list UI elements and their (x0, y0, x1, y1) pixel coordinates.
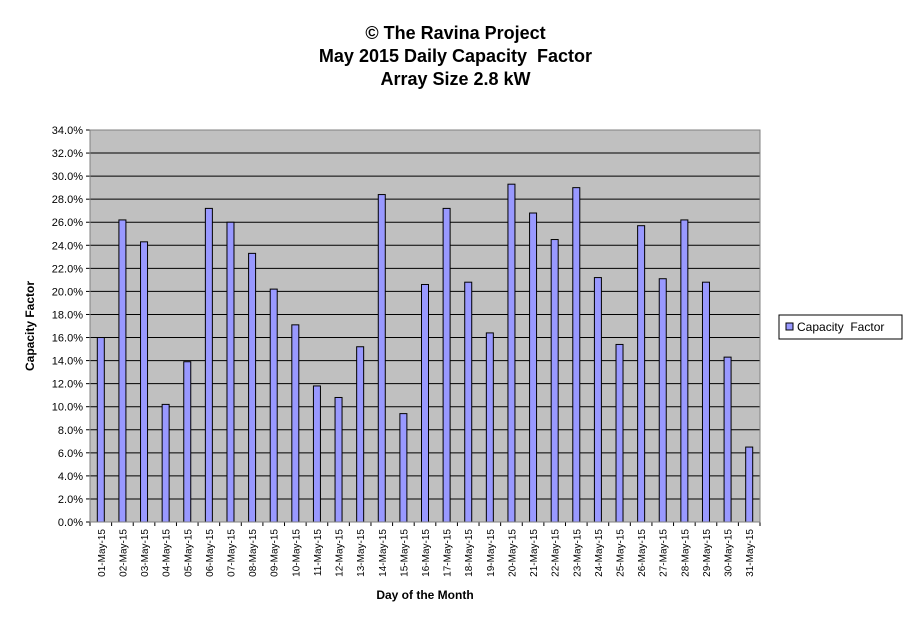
x-tick-label: 24-May-15 (594, 529, 605, 577)
bar (615, 343, 624, 523)
bar (658, 278, 667, 523)
chart-title-line-3: Array Size 2.8 kW (380, 69, 531, 89)
bar (550, 239, 559, 523)
bar (226, 221, 235, 523)
x-tick-label: 06-May-15 (205, 529, 216, 577)
bar (572, 187, 581, 523)
legend-box (778, 314, 903, 340)
x-tick-label: 12-May-15 (335, 529, 346, 577)
y-tick-label: 10.0% (52, 402, 83, 414)
x-tick-label: 01-May-15 (97, 529, 108, 577)
y-tick-label: 32.0% (52, 148, 83, 160)
x-tick-label: 25-May-15 (616, 529, 627, 577)
x-tick-label: 05-May-15 (183, 529, 194, 577)
x-tick-label: 15-May-15 (399, 529, 410, 577)
x-axis-ticks: 01-May-15 02-May-15 03-May-15 04-May-15 05-M… (89, 521, 761, 577)
bar (529, 212, 538, 523)
y-axis-title: Capacity Factor (23, 281, 37, 371)
bar (96, 337, 105, 523)
x-tick-label: 11-May-15 (313, 529, 324, 576)
bar (334, 396, 343, 523)
x-tick-label: 14-May-15 (378, 529, 389, 577)
x-tick-label: 09-May-15 (270, 529, 281, 577)
bar (399, 413, 408, 523)
bar (118, 219, 127, 523)
legend: Capacity Factor (778, 314, 903, 340)
bar (377, 194, 386, 523)
legend-label: Capacity Factor (797, 320, 884, 334)
x-tick-label: 07-May-15 (226, 529, 237, 577)
chart-title: © The Ravina Project May 2015 Daily Capa… (0, 22, 911, 91)
x-tick-label: 02-May-15 (118, 529, 129, 577)
y-tick-label: 14.0% (52, 356, 83, 368)
y-tick-label: 34.0% (52, 125, 83, 137)
y-tick-label: 12.0% (52, 379, 83, 391)
y-tick-label: 2.0% (58, 494, 83, 506)
bar (269, 288, 278, 523)
y-tick-label: 0.0% (58, 517, 83, 529)
chart-title-line-1: © The Ravina Project (365, 23, 546, 43)
bar (204, 207, 213, 523)
x-tick-label: 27-May-15 (659, 529, 670, 577)
x-tick-label: 18-May-15 (464, 529, 475, 577)
x-axis-title: Day of the Month (376, 588, 473, 602)
x-tick-label: 29-May-15 (702, 529, 713, 577)
bar (464, 281, 473, 523)
y-axis-ticks: 0.0% 2.0% 4.0% 6.0% 8.0% 10.0% 12.0% 14.0% 16.0%… (52, 125, 91, 529)
y-tick-label: 20.0% (52, 286, 83, 298)
chart-title-line-2: May 2015 Daily Capacity Factor (318, 46, 593, 66)
y-tick-label: 28.0% (52, 194, 83, 206)
y-tick-label: 4.0% (58, 471, 83, 483)
y-tick-label: 26.0% (52, 217, 83, 229)
legend-swatch (785, 322, 794, 331)
y-tick-label: 6.0% (58, 448, 83, 460)
bar (161, 403, 170, 523)
y-tick-label: 30.0% (52, 171, 83, 183)
bar (723, 356, 732, 523)
bar (140, 241, 149, 523)
y-tick-label: 18.0% (52, 309, 83, 321)
bar (680, 219, 689, 523)
x-tick-label: 26-May-15 (637, 529, 648, 577)
plot-border (89, 129, 761, 523)
bar (421, 283, 429, 523)
x-tick-label: 22-May-15 (551, 529, 562, 577)
y-tick-label: 8.0% (58, 425, 83, 437)
x-tick-label: 19-May-15 (486, 529, 497, 577)
bar (593, 277, 602, 523)
bar (442, 207, 451, 523)
bar (291, 324, 300, 523)
x-tick-label: 13-May-15 (356, 529, 367, 577)
x-tick-label: 04-May-15 (162, 529, 173, 577)
bar (485, 332, 494, 523)
x-tick-label: 31-May-15 (745, 529, 756, 577)
y-tick-label: 24.0% (52, 240, 83, 252)
bar (312, 385, 321, 523)
x-tick-label: 03-May-15 (140, 529, 151, 577)
x-tick-label: 30-May-15 (724, 529, 735, 577)
bar (248, 252, 257, 523)
x-tick-label: 16-May-15 (421, 529, 432, 577)
bar-series (96, 183, 754, 523)
bar (745, 446, 754, 523)
x-tick-label: 20-May-15 (507, 529, 518, 577)
bar (183, 361, 192, 523)
x-tick-label: 21-May-15 (529, 529, 540, 577)
y-tick-label: 16.0% (52, 333, 83, 345)
bar (507, 183, 516, 523)
bar (701, 281, 710, 523)
x-tick-label: 10-May-15 (291, 529, 302, 577)
x-tick-label: 08-May-15 (248, 529, 259, 577)
y-tick-label: 22.0% (52, 263, 83, 275)
x-tick-label: 17-May-15 (443, 529, 454, 577)
x-tick-label: 23-May-15 (572, 529, 583, 577)
x-tick-label: 28-May-15 (680, 529, 691, 577)
bar (356, 346, 365, 523)
bar (637, 225, 646, 523)
